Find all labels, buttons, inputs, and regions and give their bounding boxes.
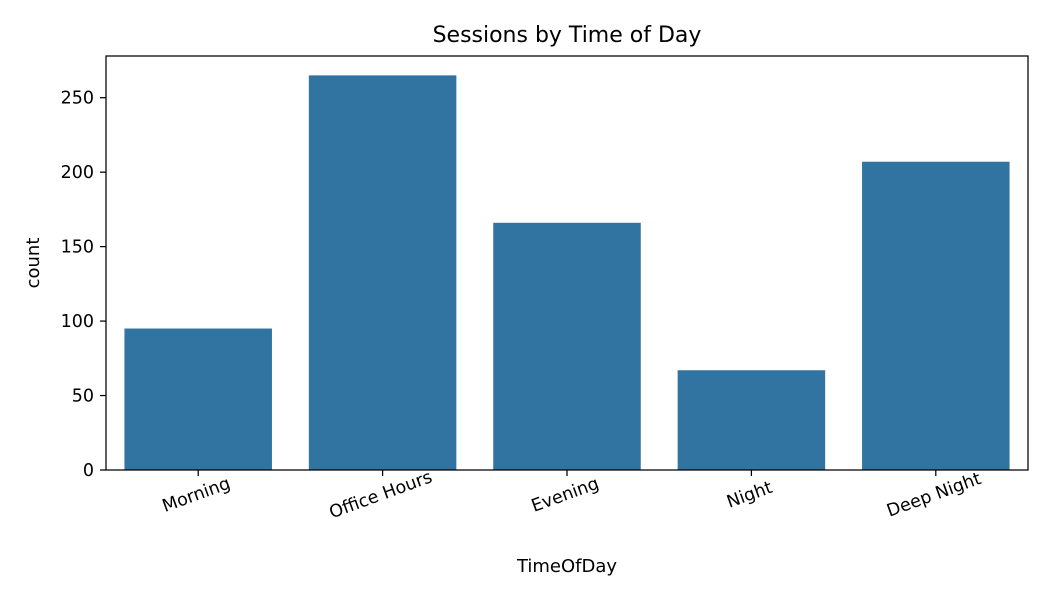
- chart-title: Sessions by Time of Day: [433, 23, 702, 48]
- bar-evening: [493, 222, 641, 470]
- x-tick-label: Office Hours: [327, 467, 435, 523]
- x-tick-label: Evening: [529, 474, 602, 517]
- bar-office-hours: [308, 75, 457, 471]
- bar-night: [677, 370, 826, 470]
- y-axis-ticks: 0 50 100 150 200 250: [61, 89, 106, 481]
- x-axis-ticks: Morning Office Hours Evening Night Deep Nigh…: [160, 467, 984, 523]
- bar-deep-night: [862, 161, 1010, 471]
- y-tick-label: 250: [61, 89, 94, 109]
- y-tick-label: 150: [61, 238, 94, 258]
- y-tick-label: 0: [83, 461, 94, 481]
- y-tick-label: 50: [72, 387, 94, 407]
- y-tick-label: 200: [61, 163, 94, 183]
- x-tick-label: Night: [724, 478, 775, 513]
- x-tick-label: Morning: [160, 474, 233, 517]
- x-axis-label: TimeOfDay: [516, 556, 617, 577]
- y-axis-label: count: [23, 238, 44, 289]
- x-tick-label: Deep Night: [884, 469, 984, 522]
- bar-morning: [124, 328, 272, 470]
- y-tick-label: 100: [61, 312, 94, 332]
- bars-group: [124, 75, 1010, 471]
- plot-frame: [105, 55, 1029, 471]
